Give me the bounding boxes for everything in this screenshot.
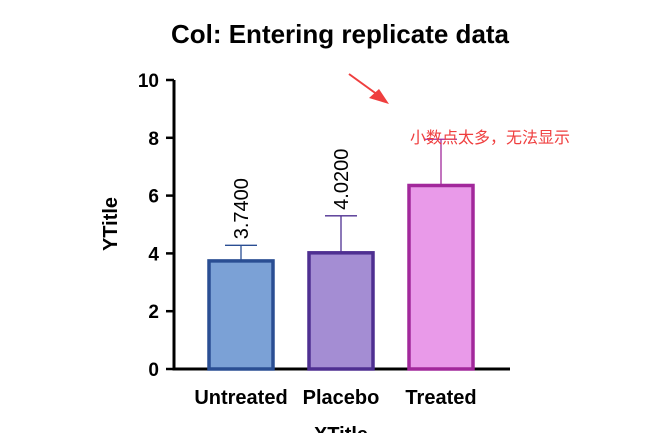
annotation-text: 小数点太多，无法显示: [410, 128, 570, 147]
data-labels: 3.7400 4.0200: [231, 149, 353, 240]
y-ticks: 0 2 4 6 8 10: [138, 71, 174, 381]
y-tick-label: 6: [148, 187, 159, 208]
category-label: Treated: [405, 387, 476, 409]
bar-treated: [407, 183, 475, 371]
data-label: 3.7400: [231, 178, 253, 239]
category-label: Untreated: [194, 387, 287, 409]
category-labels: Untreated Placebo Treated: [194, 387, 476, 409]
bar-placebo: [307, 251, 375, 371]
x-axis-title: XTitle: [314, 424, 368, 433]
bars: [207, 183, 475, 371]
red-arrow-icon: [348, 73, 389, 104]
y-tick-label: 4: [148, 244, 159, 265]
error-bars: [225, 138, 457, 261]
y-tick-label: 2: [148, 302, 159, 323]
y-axis-title: YTitle: [100, 197, 122, 251]
bar-untreated: [207, 259, 275, 371]
y-tick-label: 8: [148, 129, 159, 150]
y-tick-label: 0: [148, 360, 159, 381]
chart-title: Col: Entering replicate data: [171, 19, 510, 49]
data-label: 4.0200: [331, 149, 353, 210]
y-tick-label: 10: [138, 71, 159, 92]
category-label: Placebo: [303, 387, 380, 409]
